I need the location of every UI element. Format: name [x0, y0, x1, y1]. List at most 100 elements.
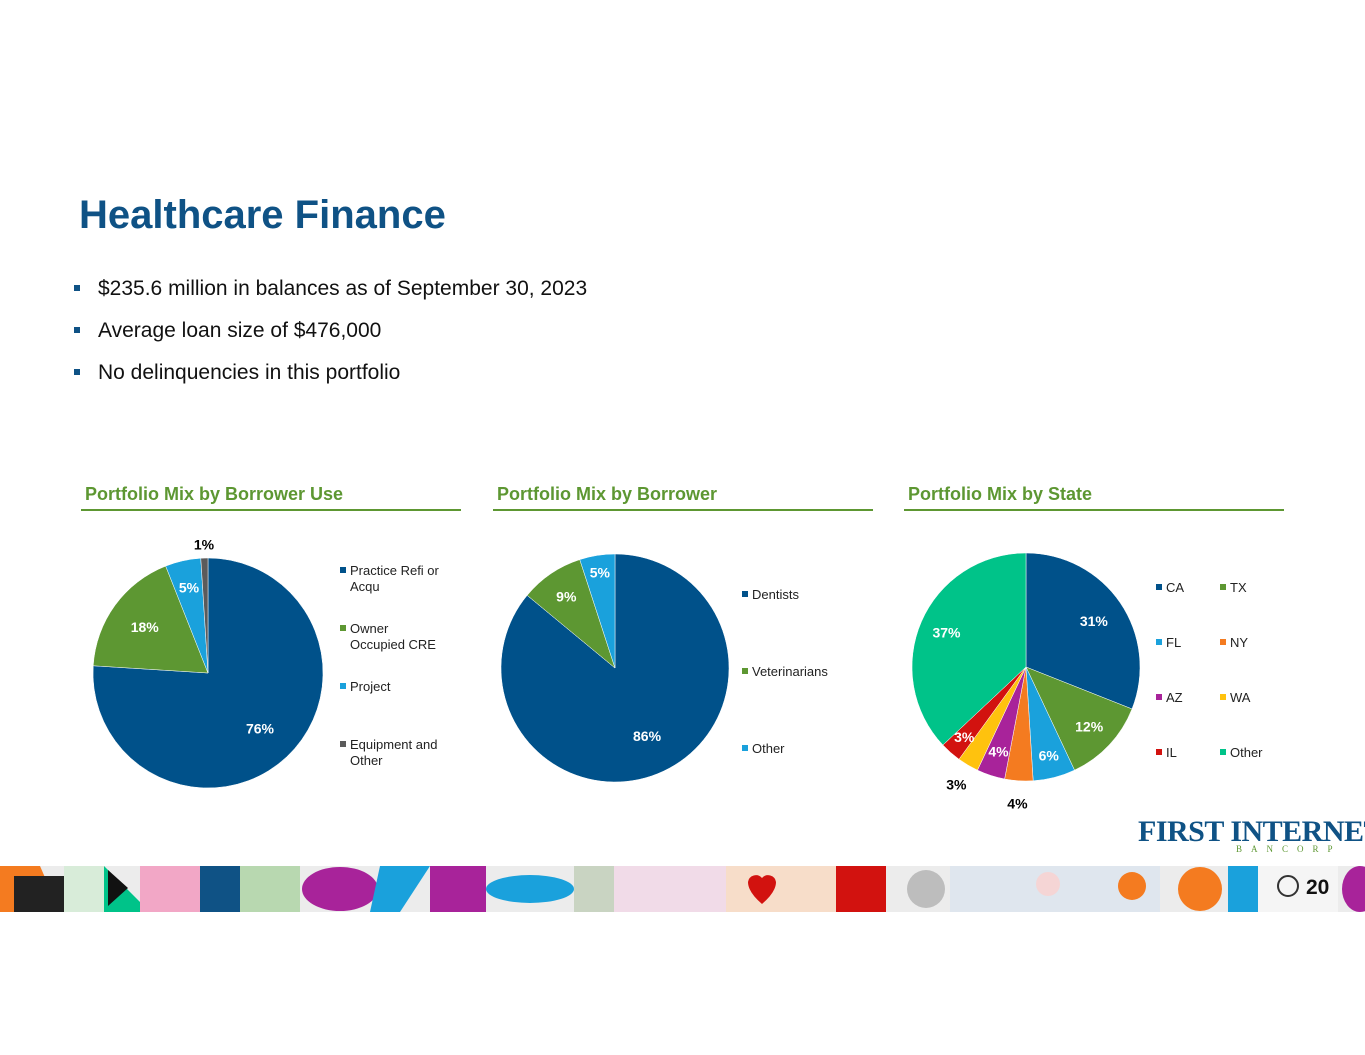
- slide-title: Healthcare Finance: [79, 193, 446, 237]
- chart-title-borrower: Portfolio Mix by Borrower: [497, 484, 718, 504]
- banner-shape: [1342, 866, 1365, 912]
- banner-shape: [574, 866, 614, 912]
- banner-shape: [614, 866, 726, 912]
- data-label: 12%: [1075, 718, 1104, 734]
- section-divider: [81, 509, 461, 511]
- legend-swatch: [340, 683, 346, 689]
- bullet-square-icon: [74, 327, 80, 333]
- pie-slice: [92, 565, 209, 674]
- legend-swatch: [1220, 749, 1226, 755]
- chart-title-state: Portfolio Mix by State: [908, 484, 1093, 504]
- legend-label: Owner: [350, 621, 389, 636]
- legend-swatch: [1156, 749, 1162, 755]
- banner-shape: [64, 866, 104, 912]
- bullet-text: Average loan size of $476,000: [98, 319, 382, 342]
- lightbulb-icon: [1277, 875, 1299, 897]
- legend-swatch: [742, 668, 748, 674]
- bullet-item: Average loan size of $476,000: [72, 315, 587, 357]
- section-divider: [493, 509, 873, 511]
- data-label: 3%: [954, 729, 975, 745]
- legend-label: FL: [1166, 635, 1181, 650]
- pie-slice: [1025, 552, 1141, 710]
- legend-swatch: [742, 745, 748, 751]
- legend-swatch: [742, 591, 748, 597]
- logo-wordmark: FIRST INTERNET: [1138, 815, 1365, 848]
- legend-label: Practice Refi or: [350, 563, 440, 578]
- banner-shape: [240, 866, 300, 912]
- data-label: 86%: [633, 728, 662, 744]
- legend-label: AZ: [1166, 690, 1183, 705]
- legend-label: Equipment and: [350, 737, 437, 752]
- banner-shape: [108, 870, 128, 906]
- legend-swatch: [1156, 694, 1162, 700]
- banner-shape: [140, 866, 200, 912]
- heart-icon: [748, 875, 776, 904]
- legend-label: Occupied CRE: [350, 637, 436, 652]
- banner-shape: [907, 870, 945, 908]
- legend-label: Other: [1230, 745, 1263, 760]
- banner-shape: [1118, 872, 1146, 900]
- company-logo: FIRST INTERNET BANCORP: [1138, 815, 1365, 857]
- banner-shape: [370, 866, 430, 912]
- bullet-list: $235.6 million in balances as of Septemb…: [72, 273, 587, 399]
- pie-slice: [911, 552, 1027, 746]
- data-label: 76%: [246, 720, 275, 736]
- banner-shape: [14, 876, 64, 912]
- legend-label: Dentists: [752, 587, 799, 602]
- legend-label: Acqu: [350, 579, 380, 594]
- pie-slice: [200, 557, 209, 674]
- data-label: 4%: [1007, 796, 1028, 812]
- glove-icon: [1228, 866, 1258, 912]
- legend-label: NY: [1230, 635, 1248, 650]
- page-number: 20: [1306, 876, 1330, 899]
- legend-swatch: [1156, 584, 1162, 590]
- data-label: 5%: [179, 580, 200, 596]
- data-label: 5%: [590, 564, 611, 580]
- pie-slice: [579, 553, 616, 669]
- banner-shape: [302, 867, 378, 911]
- decorative-banner: [0, 866, 1365, 912]
- data-label: 37%: [932, 625, 961, 641]
- data-label: 3%: [946, 777, 967, 793]
- legend-label: Project: [350, 679, 391, 694]
- legend-swatch: [1220, 694, 1226, 700]
- legend-label: IL: [1166, 745, 1177, 760]
- legend-swatch: [1220, 639, 1226, 645]
- legend-label: WA: [1230, 690, 1251, 705]
- chart-title-borrower-use: Portfolio Mix by Borrower Use: [85, 484, 344, 504]
- logo-subtitle: BANCORP: [1236, 844, 1342, 854]
- bullet-square-icon: [74, 369, 80, 375]
- bullet-item: No delinquencies in this portfolio: [72, 357, 587, 399]
- legend-label: Other: [752, 741, 785, 756]
- legend-swatch: [1156, 639, 1162, 645]
- bullet-text: $235.6 million in balances as of Septemb…: [98, 277, 588, 300]
- legend-swatch: [1220, 584, 1226, 590]
- legend-label: Other: [350, 753, 383, 768]
- data-label: 1%: [194, 536, 215, 552]
- pie-slice: [92, 557, 324, 789]
- legend-swatch: [340, 567, 346, 573]
- banner-shape: [1178, 867, 1222, 911]
- data-label: 31%: [1080, 613, 1109, 629]
- section-divider: [904, 509, 1284, 511]
- legend-swatch: [340, 625, 346, 631]
- bullet-square-icon: [74, 285, 80, 291]
- banner-shape: [726, 866, 836, 912]
- legend-label: Veterinarians: [752, 664, 828, 679]
- legend-label: CA: [1166, 580, 1184, 595]
- data-label: 6%: [1039, 747, 1060, 763]
- bullet-text: No delinquencies in this portfolio: [98, 361, 401, 384]
- banner-shape: [430, 866, 486, 912]
- pie-slice: [1025, 666, 1133, 771]
- data-label: 9%: [556, 588, 577, 604]
- bullet-item: $235.6 million in balances as of Septemb…: [72, 273, 587, 315]
- legend-label: TX: [1230, 580, 1247, 595]
- piggy-bank-icon: [1036, 872, 1060, 896]
- legend-swatch: [340, 741, 346, 747]
- data-label: 4%: [988, 744, 1009, 760]
- data-label: 18%: [131, 619, 160, 635]
- banner-shape: [486, 875, 574, 903]
- banner-shape: [200, 866, 240, 912]
- banner-shape: [836, 866, 886, 912]
